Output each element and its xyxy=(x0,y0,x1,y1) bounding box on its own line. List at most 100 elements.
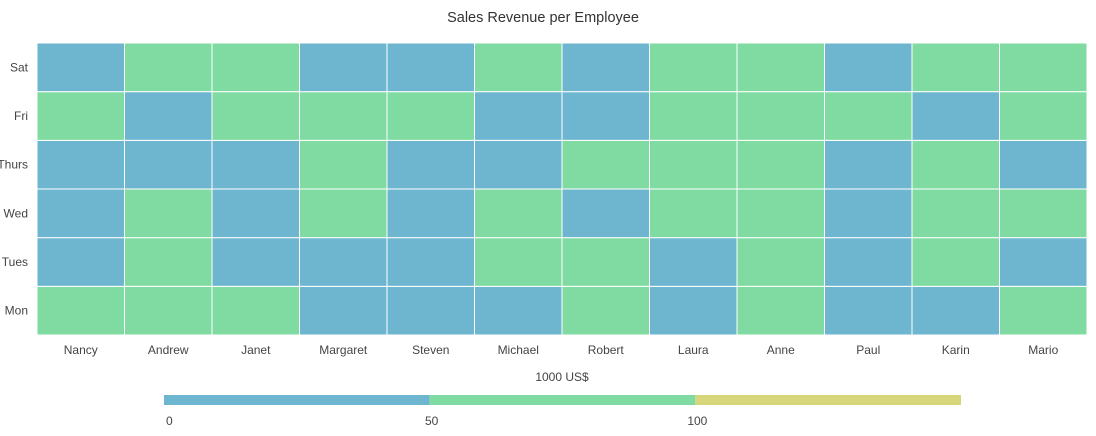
heatmap-cell-karin-mon[interactable] xyxy=(911,285,1000,336)
heatmap-cell-paul-thurs[interactable] xyxy=(824,139,913,190)
legend-label-0: 0 xyxy=(166,414,173,428)
legend-range-0[interactable] xyxy=(164,395,430,405)
chart-title: Sales Revenue per Employee xyxy=(447,10,639,26)
heatmap-cell-nancy-thurs[interactable] xyxy=(36,139,125,190)
heatmap-cell-karin-sat[interactable] xyxy=(911,42,1000,93)
heatmap-cell-janet-sat[interactable] xyxy=(211,42,300,93)
heatmap-cell-anne-mon[interactable] xyxy=(736,285,825,336)
heatmap-cell-mario-mon[interactable] xyxy=(999,285,1088,336)
heatmap-cell-janet-wed[interactable] xyxy=(211,188,300,239)
y-axis-label-mon: Mon xyxy=(5,304,28,318)
heatmap-cell-paul-fri[interactable] xyxy=(824,91,913,141)
heatmap-cell-steven-fri[interactable] xyxy=(386,91,475,141)
y-axis-label-tues: Tues xyxy=(2,255,28,269)
heatmap-cell-janet-thurs[interactable] xyxy=(211,139,300,190)
heatmap-cell-andrew-tues[interactable] xyxy=(124,237,213,287)
heatmap-cell-andrew-mon[interactable] xyxy=(124,285,213,336)
heatmap-cell-laura-fri[interactable] xyxy=(649,91,738,141)
heatmap-cell-steven-thurs[interactable] xyxy=(386,139,475,190)
heatmap-cell-laura-thurs[interactable] xyxy=(649,139,738,190)
heatmap-cell-margaret-wed[interactable] xyxy=(299,188,388,239)
heatmap-cell-steven-mon[interactable] xyxy=(386,285,475,336)
heatmap-cell-steven-tues[interactable] xyxy=(386,237,475,287)
heatmap-cell-margaret-thurs[interactable] xyxy=(299,139,388,190)
heatmap-cell-anne-tues[interactable] xyxy=(736,237,825,287)
heatmap-cell-michael-fri[interactable] xyxy=(474,91,563,141)
heatmap-cell-steven-wed[interactable] xyxy=(386,188,475,239)
y-axis-label-sat: Sat xyxy=(10,60,29,74)
color-legend: 0 50 100 xyxy=(164,395,961,428)
legend-title: 1000 US$ xyxy=(535,370,589,384)
heatmap-cell-mario-thurs[interactable] xyxy=(999,139,1088,190)
heatmap-cell-nancy-mon[interactable] xyxy=(36,285,125,336)
heatmap-cell-robert-fri[interactable] xyxy=(561,91,650,141)
heatmap-cell-laura-wed[interactable] xyxy=(649,188,738,239)
heatmap-cell-karin-tues[interactable] xyxy=(911,237,1000,287)
y-axis-label-fri: Fri xyxy=(14,109,28,123)
heatmap-cell-mario-sat[interactable] xyxy=(999,42,1088,93)
heatmap-cell-mario-fri[interactable] xyxy=(999,91,1088,141)
heatmap-cell-mario-wed[interactable] xyxy=(999,188,1088,239)
y-axis-label-thurs: Thurs xyxy=(0,158,28,172)
heatmap-cell-robert-tues[interactable] xyxy=(561,237,650,287)
y-axis-labels: Mon Tues Wed Thurs Fri Sat xyxy=(0,60,29,317)
heatmap-cell-janet-tues[interactable] xyxy=(211,237,300,287)
heatmap-cell-paul-wed[interactable] xyxy=(824,188,913,239)
y-axis-label-wed: Wed xyxy=(4,206,28,220)
heatmap-cell-margaret-sat[interactable] xyxy=(299,42,388,93)
heatmap-cell-andrew-fri[interactable] xyxy=(124,91,213,141)
x-axis-label-mario: Mario xyxy=(1028,343,1058,357)
heatmap-cell-paul-tues[interactable] xyxy=(824,237,913,287)
heatmap-cell-robert-mon[interactable] xyxy=(561,285,650,336)
x-axis-label-steven: Steven xyxy=(412,343,449,357)
heatmap-cell-paul-mon[interactable] xyxy=(824,285,913,336)
x-axis-label-margaret: Margaret xyxy=(319,343,368,357)
heatmap-cell-margaret-mon[interactable] xyxy=(299,285,388,336)
heatmap-cell-margaret-fri[interactable] xyxy=(299,91,388,141)
x-axis-label-robert: Robert xyxy=(588,343,625,357)
heatmap-cell-robert-sat[interactable] xyxy=(561,42,650,93)
heatmap-cell-steven-sat[interactable] xyxy=(386,42,475,93)
heatmap-cell-karin-wed[interactable] xyxy=(911,188,1000,239)
heatmap-cell-michael-wed[interactable] xyxy=(474,188,563,239)
heatmap-cells xyxy=(36,42,1088,336)
heatmap-cell-michael-sat[interactable] xyxy=(474,42,563,93)
x-axis-labels: Nancy Andrew Janet Margaret Steven Michael Rob… xyxy=(64,343,1059,357)
legend-label-50: 50 xyxy=(425,414,439,428)
heatmap-cell-karin-fri[interactable] xyxy=(911,91,1000,141)
heatmap-cell-michael-tues[interactable] xyxy=(474,237,563,287)
heatmap-cell-andrew-thurs[interactable] xyxy=(124,139,213,190)
heatmap-cell-laura-tues[interactable] xyxy=(649,237,738,287)
heatmap-cell-anne-wed[interactable] xyxy=(736,188,825,239)
heatmap-cell-karin-thurs[interactable] xyxy=(911,139,1000,190)
heatmap-cell-anne-sat[interactable] xyxy=(736,42,825,93)
heatmap-cell-nancy-fri[interactable] xyxy=(36,91,125,141)
legend-range-2[interactable] xyxy=(695,395,961,405)
heatmap-cell-andrew-sat[interactable] xyxy=(124,42,213,93)
heatmap-cell-laura-sat[interactable] xyxy=(649,42,738,93)
heatmap-cell-nancy-sat[interactable] xyxy=(36,42,125,93)
heatmap-cell-michael-mon[interactable] xyxy=(474,285,563,336)
x-axis-label-nancy: Nancy xyxy=(64,343,98,357)
legend-range-1[interactable] xyxy=(429,395,696,405)
heatmap-cell-andrew-wed[interactable] xyxy=(124,188,213,239)
heatmap-cell-robert-thurs[interactable] xyxy=(561,139,650,190)
heatmap-cell-anne-thurs[interactable] xyxy=(736,139,825,190)
heatmap-cell-janet-fri[interactable] xyxy=(211,91,300,141)
heatmap-cell-nancy-tues[interactable] xyxy=(36,237,125,287)
heatmap-cell-paul-sat[interactable] xyxy=(824,42,913,93)
heatmap-cell-margaret-tues[interactable] xyxy=(299,237,388,287)
heatmap-cell-robert-wed[interactable] xyxy=(561,188,650,239)
heatmap-cell-michael-thurs[interactable] xyxy=(474,139,563,190)
x-axis-label-michael: Michael xyxy=(498,343,539,357)
heatmap-cell-janet-mon[interactable] xyxy=(211,285,300,336)
x-axis-label-andrew: Andrew xyxy=(148,343,189,357)
x-axis-label-paul: Paul xyxy=(856,343,880,357)
heatmap-cell-laura-mon[interactable] xyxy=(649,285,738,336)
heatmap-cell-mario-tues[interactable] xyxy=(999,237,1088,287)
x-axis-label-karin: Karin xyxy=(942,343,970,357)
heatmap-cell-anne-fri[interactable] xyxy=(736,91,825,141)
x-axis-label-janet: Janet xyxy=(241,343,271,357)
heatmap-cell-nancy-wed[interactable] xyxy=(36,188,125,239)
